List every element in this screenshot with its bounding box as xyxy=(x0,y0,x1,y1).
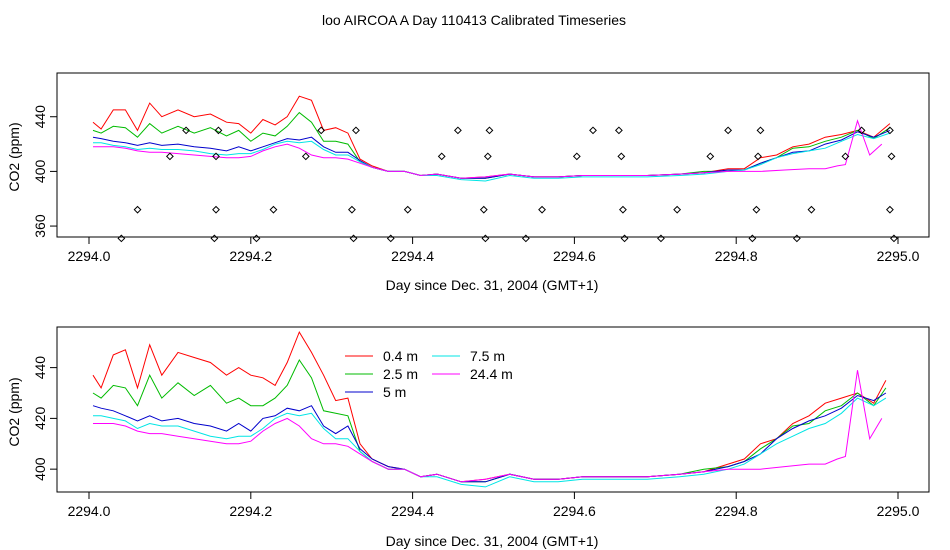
data-point-marker xyxy=(807,205,816,214)
data-point-marker xyxy=(617,152,626,161)
series-line-24-4-m xyxy=(93,370,883,483)
data-point-marker xyxy=(352,126,360,135)
data-point-marker xyxy=(857,126,866,135)
panel-1-markers xyxy=(117,126,898,243)
panel-2-series xyxy=(92,330,887,488)
x-tick-label: 2295.0 xyxy=(877,503,920,519)
panel-1-x-axis: 2294.0 2294.2 2294.4 2294.6 2294.8 2295.0 xyxy=(68,237,920,264)
x-tick-label: 2294.8 xyxy=(715,503,758,519)
legend-label: 7.5 m xyxy=(470,348,505,364)
data-point-marker xyxy=(269,205,278,214)
data-point-marker xyxy=(252,234,261,243)
x-tick-label: 2294.6 xyxy=(553,503,596,519)
data-point-marker xyxy=(481,234,490,243)
data-point-marker xyxy=(212,152,220,161)
data-point-marker xyxy=(748,234,757,243)
data-point-marker xyxy=(754,152,762,161)
panel-1-y-axis: 360 400 440 xyxy=(32,105,57,238)
data-point-marker xyxy=(752,205,761,214)
data-point-marker xyxy=(887,152,896,161)
series-line-0-4-m xyxy=(92,95,891,179)
x-tick-label: 2294.4 xyxy=(391,503,434,519)
x-tick-label: 2294.0 xyxy=(68,248,111,264)
y-tick-label: 400 xyxy=(32,457,48,481)
panel-2-x-label: Day since Dec. 31, 2004 (GMT+1) xyxy=(386,533,599,549)
data-point-marker xyxy=(483,152,492,161)
data-point-marker xyxy=(724,126,733,135)
legend-label: 24.4 m xyxy=(470,366,513,382)
data-point-marker xyxy=(182,126,190,135)
legend-label: 2.5 m xyxy=(383,366,418,382)
data-point-marker xyxy=(756,126,765,135)
data-point-marker xyxy=(792,234,801,243)
legend-label: 0.4 m xyxy=(383,348,418,364)
data-point-marker xyxy=(620,234,629,243)
x-tick-label: 2294.0 xyxy=(68,503,111,519)
data-point-marker xyxy=(348,205,356,214)
data-point-marker xyxy=(614,126,623,135)
y-tick-label: 440 xyxy=(32,105,48,129)
x-tick-label: 2294.2 xyxy=(229,248,272,264)
data-point-marker xyxy=(886,126,894,135)
series-line-24-4-m xyxy=(93,119,883,179)
data-point-marker xyxy=(706,152,715,161)
panel-1-frame xyxy=(56,72,930,238)
data-point-marker xyxy=(212,205,220,214)
data-point-marker xyxy=(117,234,126,243)
data-point-marker xyxy=(841,152,850,161)
y-tick-label: 360 xyxy=(32,214,48,238)
data-point-marker xyxy=(301,152,310,161)
data-point-marker xyxy=(589,126,597,135)
panel-2-legend: 0.4 m 2.5 m 5 m 7.5 m 24.4 m xyxy=(345,348,513,400)
series-line-5-m xyxy=(92,392,887,483)
panel-2-y-label: CO2 (ppm) xyxy=(6,377,22,446)
legend-label: 5 m xyxy=(383,384,406,400)
x-tick-label: 2294.6 xyxy=(553,248,596,264)
panel-1-series xyxy=(92,95,891,182)
panel-1: 2294.0 2294.2 2294.4 2294.6 2294.8 2295.0 360… xyxy=(6,72,930,293)
series-line-7-5-m xyxy=(93,397,887,488)
x-tick-label: 2294.8 xyxy=(715,248,758,264)
data-point-marker xyxy=(133,205,142,214)
panel-1-x-label: Day since Dec. 31, 2004 (GMT+1) xyxy=(386,277,599,293)
figure-title: loo AIRCOA A Day 110413 Calibrated Times… xyxy=(322,12,626,28)
panel-1-y-label: CO2 (ppm) xyxy=(6,122,22,191)
y-tick-label: 420 xyxy=(32,406,48,430)
y-tick-label: 440 xyxy=(32,356,48,380)
data-point-marker xyxy=(214,126,223,135)
data-point-marker xyxy=(538,205,546,214)
data-point-marker xyxy=(165,152,174,161)
panel-2-y-axis: 400 420 440 xyxy=(32,356,57,481)
data-point-marker xyxy=(619,205,627,214)
data-point-marker xyxy=(521,234,530,243)
data-point-marker xyxy=(572,152,581,161)
series-line-2-5-m xyxy=(92,111,891,179)
data-point-marker xyxy=(386,234,395,243)
data-point-marker xyxy=(349,234,358,243)
data-point-marker xyxy=(403,205,412,214)
x-tick-label: 2295.0 xyxy=(877,248,920,264)
panel-2: 2294.0 2294.2 2294.4 2294.6 2294.8 2295.0 400… xyxy=(6,326,930,549)
y-tick-label: 400 xyxy=(32,160,48,184)
x-tick-label: 2294.4 xyxy=(391,248,434,264)
data-point-marker xyxy=(437,152,446,161)
panel-2-x-axis: 2294.0 2294.2 2294.4 2294.6 2294.8 2295.0 xyxy=(68,492,920,519)
data-point-marker xyxy=(657,234,665,243)
data-point-marker xyxy=(210,234,219,243)
data-point-marker xyxy=(890,234,898,243)
data-point-marker xyxy=(485,126,494,135)
data-point-marker xyxy=(453,126,462,135)
panel-2-frame xyxy=(56,326,930,493)
data-point-marker xyxy=(317,126,326,135)
data-point-marker xyxy=(673,205,682,214)
data-point-marker xyxy=(886,205,894,214)
x-tick-label: 2294.2 xyxy=(229,503,272,519)
data-point-marker xyxy=(479,205,488,214)
